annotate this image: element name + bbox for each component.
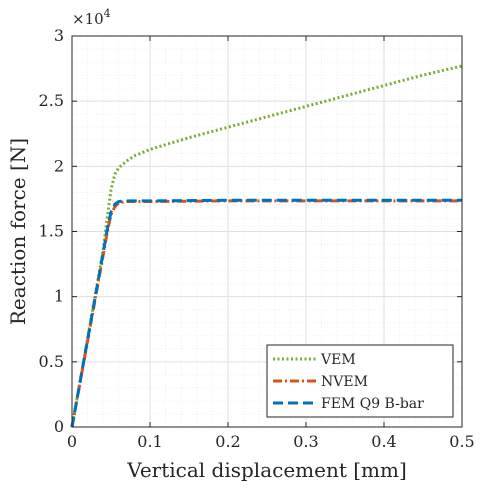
tick-labels: 0 0.1 0.2 0.3 0.4 0.5 0 0.5 1 1.5 2 2.5 3 <box>39 26 475 451</box>
y-tick-label: 2 <box>54 156 64 175</box>
series-line <box>70 64 463 428</box>
legend-label: NVEM <box>321 374 368 390</box>
y-tick-label: 1.5 <box>39 222 64 241</box>
y-tick-label: 0 <box>54 417 64 436</box>
x-tick-label: 0.4 <box>371 432 396 451</box>
legend-label: FEM Q9 B-bar <box>321 396 424 412</box>
y-axis-exponent-base: ×10 <box>72 10 104 28</box>
y-tick-label: 0.5 <box>39 352 64 371</box>
axis-ticks <box>71 35 463 428</box>
legend-label: VEM <box>320 352 356 368</box>
y-tick-label: 3 <box>54 26 64 45</box>
y-axis-exponent: ×104 <box>72 7 111 28</box>
series-line <box>70 198 462 428</box>
x-tick-label: 0.1 <box>137 432 162 451</box>
y-axis-exponent-power: 4 <box>104 7 111 20</box>
x-tick-label: 0.3 <box>293 432 318 451</box>
y-axis-label: Reaction force [N] <box>6 138 30 325</box>
legend-items: VEM NVEM FEM Q9 B-bar <box>273 352 424 412</box>
x-tick-label: 0.5 <box>449 432 474 451</box>
y-tick-label: 1 <box>54 287 64 306</box>
legend: VEM NVEM FEM Q9 B-bar <box>266 344 454 418</box>
x-tick-label: 0.2 <box>215 432 240 451</box>
y-tick-label: 2.5 <box>39 91 64 110</box>
series-lines <box>70 64 463 428</box>
x-tick-label: 0 <box>67 432 77 451</box>
x-axis-label: Vertical displacement [mm] <box>126 458 407 482</box>
